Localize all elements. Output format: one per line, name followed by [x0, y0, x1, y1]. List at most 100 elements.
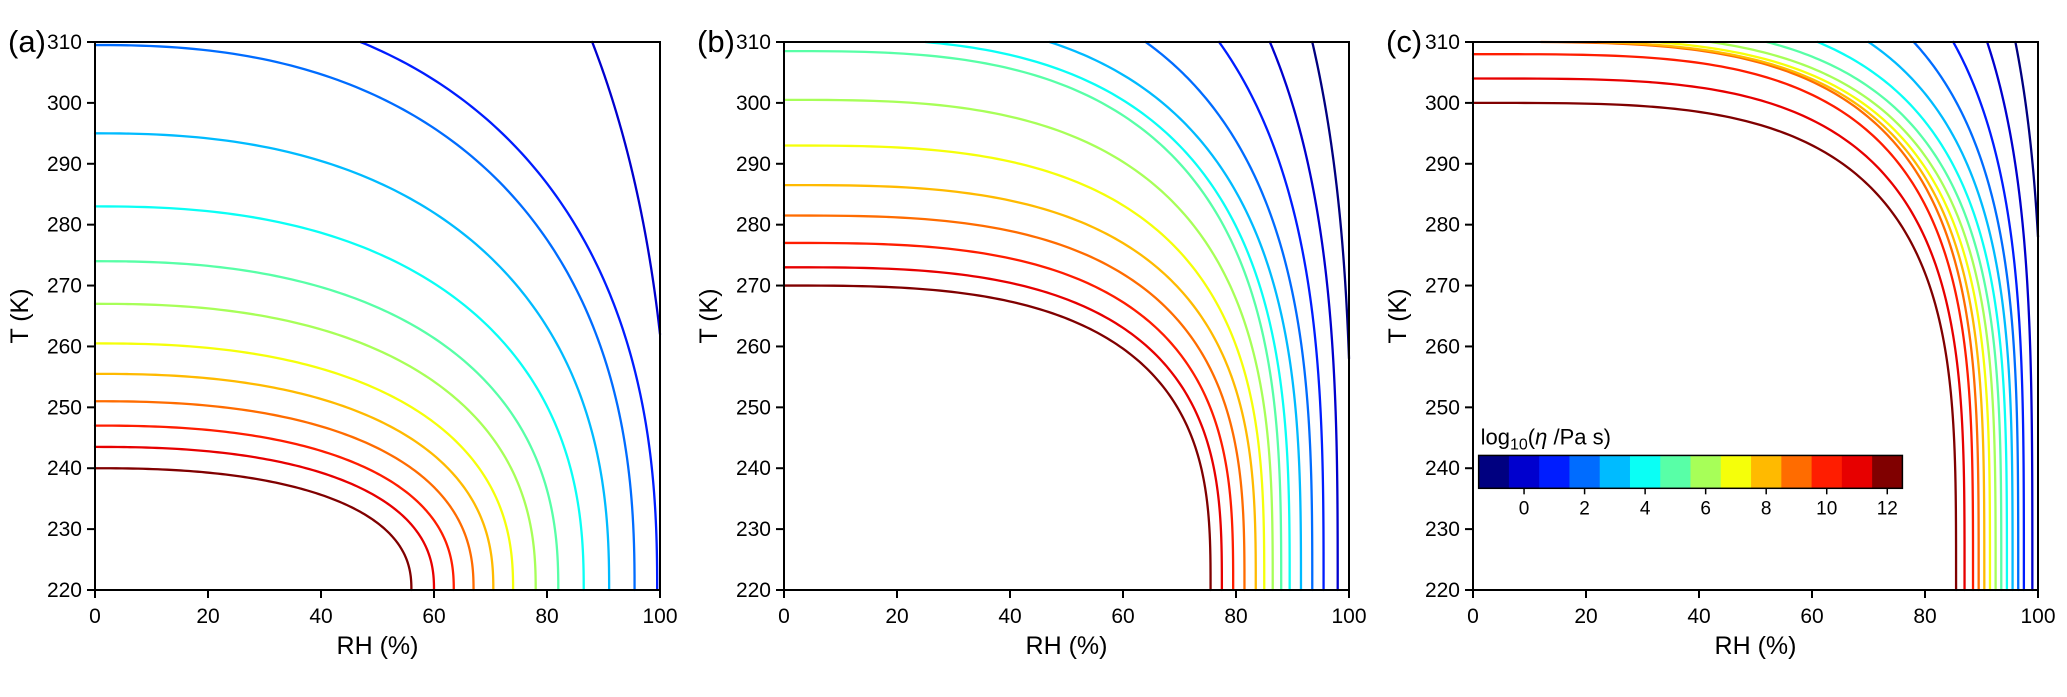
- y-tick-label: 230: [1425, 518, 1460, 541]
- colorbar-segment: [1781, 455, 1813, 489]
- x-tick-label: 60: [1800, 605, 1823, 628]
- contour-line-level-0: [1986, 40, 2034, 592]
- contour-line-level-7: [93, 342, 515, 592]
- panel-a: 0 20 40 60 80 100 220 230 240 250 260 270 280 290 300 3…: [0, 0, 689, 697]
- contour-line-level--1: [2014, 40, 2040, 238]
- contour-line-level-11: [93, 445, 436, 592]
- panel-b-plot: 0 20 40 60 80 100 220 230 240 250 260 270 280 290 300 3…: [695, 24, 1367, 660]
- colorbar-tick-label: 8: [1761, 498, 1772, 519]
- y-tick-label: 220: [1425, 579, 1460, 602]
- x-tick-label: 0: [1467, 605, 1479, 628]
- contour-line-level-4: [1816, 40, 2009, 592]
- x-tick-label: 60: [1111, 605, 1134, 628]
- x-tick-label: 20: [1574, 605, 1597, 628]
- y-tick-label: 310: [1425, 31, 1460, 54]
- contour-line-level--1: [1311, 40, 1351, 360]
- contour-line-level-1: [1952, 40, 2026, 592]
- colorbar-segment: [1539, 455, 1571, 489]
- colorbar-segment: [1569, 455, 1601, 489]
- contour-line-level-12: [782, 284, 1212, 592]
- contour-line-level-0: [591, 40, 662, 336]
- colorbar: 0 2 4 6 8 10 12 log10(η /Pa s): [1477, 424, 1904, 519]
- colorbar-frame: [1477, 454, 1904, 490]
- x-tick-label: 20: [196, 605, 219, 628]
- contour-line-level-3: [1867, 40, 2014, 592]
- contour-line-level-2: [1144, 40, 1314, 592]
- contour-line-level-4: [924, 40, 1291, 592]
- contour-line-level-8: [93, 372, 495, 592]
- x-tick-label: 80: [1224, 605, 1247, 628]
- x-tick-label: 60: [422, 605, 445, 628]
- contour-line-level-10: [93, 424, 455, 592]
- contour-line-level-9: [1539, 40, 1980, 592]
- contour-line-level-6: [782, 98, 1274, 592]
- y-tick-label: 270: [47, 275, 82, 298]
- contour-line-level-2: [1912, 40, 2020, 592]
- contour-line-level-3: [93, 132, 611, 592]
- axes-frame: [783, 41, 1350, 591]
- x-axis-label: RH (%): [337, 632, 419, 660]
- contour-line-level-4: [93, 205, 585, 592]
- panel-c-plot: 0 2 4 6 8 10 12 log10(η /Pa s) 0 20 40 60 80 100 220 23…: [1384, 24, 2056, 660]
- contour-line-level-5: [93, 260, 560, 592]
- x-tick-label: 80: [535, 605, 558, 628]
- colorbar-segment: [1629, 455, 1661, 489]
- y-tick-label: 250: [1425, 396, 1460, 419]
- y-tick-label: 280: [736, 214, 771, 237]
- x-axis-label: RH (%): [1715, 632, 1797, 660]
- x-tick-label: 100: [1331, 605, 1366, 628]
- x-tick-label: 0: [778, 605, 790, 628]
- contour-line-level-8: [782, 183, 1257, 592]
- axes-frame: [94, 41, 661, 591]
- contour-line-level-3: [1048, 40, 1303, 592]
- contour-line-level-1: [359, 40, 659, 592]
- contour-line-level-5: [1765, 40, 2003, 592]
- y-tick-label: 250: [736, 396, 771, 419]
- x-tick-label: 40: [309, 605, 332, 628]
- panel-tag: (b): [697, 24, 735, 59]
- colorbar-segment: [1751, 455, 1782, 489]
- y-tick-label: 290: [47, 153, 82, 176]
- colorbar-segment: [1811, 455, 1843, 489]
- colorbar-segment: [1508, 455, 1540, 489]
- y-tick-label: 230: [47, 518, 82, 541]
- colorbar-tick-label: 12: [1877, 498, 1898, 519]
- x-tick-label: 100: [642, 605, 677, 628]
- y-tick-label: 310: [47, 31, 82, 54]
- contour-line-level-11: [782, 266, 1224, 592]
- x-tick-label: 100: [2020, 605, 2055, 628]
- contour-line-level-12: [93, 467, 413, 592]
- colorbar-tick-label: 4: [1640, 498, 1651, 519]
- contour-line-level-9: [93, 400, 475, 592]
- colorbar-segment: [1841, 455, 1873, 489]
- panel-b: 0 20 40 60 80 100 220 230 240 250 260 270 280 290 300 3…: [689, 0, 1378, 697]
- y-tick-label: 240: [47, 457, 82, 480]
- x-tick-label: 40: [998, 605, 1021, 628]
- contour-line-level-10: [782, 241, 1235, 592]
- y-tick-label: 240: [1425, 457, 1460, 480]
- contour-line-level-0: [1268, 40, 1339, 592]
- y-tick-label: 220: [736, 579, 771, 602]
- y-tick-label: 260: [736, 335, 771, 358]
- contour-line-level-8: [1596, 40, 1986, 592]
- y-tick-label: 290: [736, 153, 771, 176]
- contour-line-level-11: [1471, 77, 1966, 592]
- y-tick-label: 250: [47, 396, 82, 419]
- colorbar-tick-label: 0: [1519, 498, 1530, 519]
- y-tick-label: 270: [736, 275, 771, 298]
- colorbar-segment: [1872, 455, 1903, 489]
- colorbar-tick-label: 2: [1579, 498, 1590, 519]
- panel-c: 0 2 4 6 8 10 12 log10(η /Pa s) 0 20 40 60 80 100 220 23…: [1378, 0, 2067, 697]
- x-tick-label: 40: [1687, 605, 1710, 628]
- panel-tag: (c): [1386, 24, 1422, 59]
- contour-line-level-7: [782, 144, 1266, 592]
- contour-line-level-7: [1652, 40, 1992, 592]
- y-tick-label: 260: [1425, 335, 1460, 358]
- contour-line-level-9: [782, 214, 1246, 592]
- y-tick-label: 310: [736, 31, 771, 54]
- y-tick-label: 230: [736, 518, 771, 541]
- panel-tag: (a): [8, 24, 46, 59]
- axes-frame: [1472, 41, 2039, 591]
- colorbar-segment: [1660, 455, 1692, 489]
